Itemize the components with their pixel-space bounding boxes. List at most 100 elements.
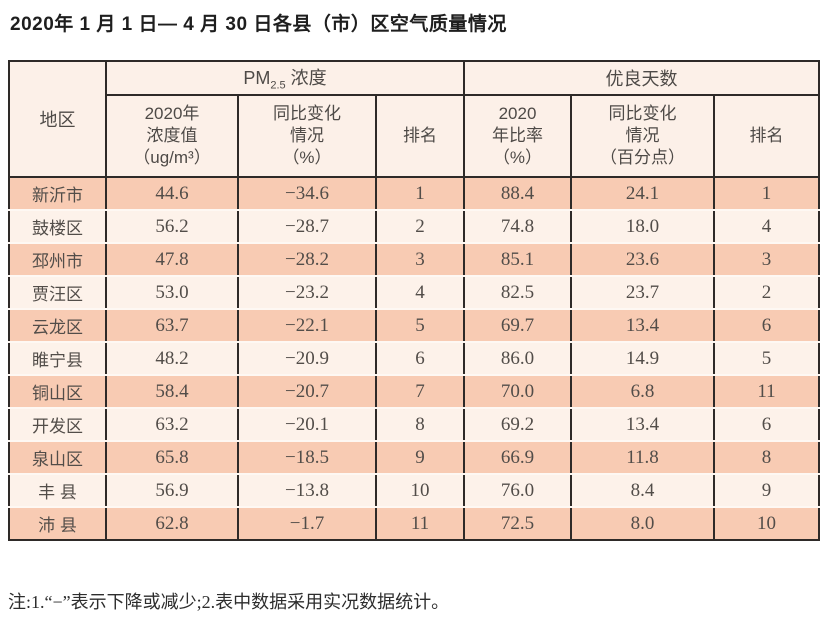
gd-ratio-cell: 69.7	[463, 308, 572, 343]
pm-change-cell: −13.8	[237, 473, 377, 508]
pm25-subscript: 2.5	[270, 79, 286, 92]
header-line: 情况	[290, 125, 324, 145]
table-row: 邳州市 47.8 −28.2 3 85.1 23.6 3	[8, 242, 821, 277]
gd-rank-cell: 5	[712, 341, 821, 376]
pm-rank-cell: 7	[375, 374, 465, 409]
pm-change-cell: −34.6	[237, 177, 377, 211]
header-line: 同比变化	[273, 103, 341, 123]
region-cell: 新沂市	[8, 177, 107, 211]
pm-value-column-header: 2020年 浓度值 （ug/m³）	[105, 94, 239, 178]
header-line: （百分点）	[600, 148, 685, 168]
region-cell: 邳州市	[8, 242, 107, 277]
pm-value-cell: 65.8	[105, 440, 239, 475]
gd-change-cell: 23.7	[570, 275, 715, 310]
gd-change-cell: 18.0	[570, 209, 715, 244]
pm-value-cell: 44.6	[105, 177, 239, 211]
gd-change-column-header: 同比变化 情况 （百分点）	[570, 94, 715, 178]
region-cell: 丰 县	[8, 473, 107, 508]
region-cell: 开发区	[8, 407, 107, 442]
pm-change-column-header: 同比变化 情况 （%）	[237, 94, 377, 178]
table-row: 开发区 63.2 −20.1 8 69.2 13.4 6	[8, 407, 821, 442]
pm-value-cell: 62.8	[105, 506, 239, 541]
pm-value-cell: 53.0	[105, 275, 239, 310]
pm-rank-column-header: 排名	[375, 94, 465, 178]
gd-change-cell: 6.8	[570, 374, 715, 409]
region-cell: 铜山区	[8, 374, 107, 409]
gd-change-cell: 14.9	[570, 341, 715, 376]
pm-value-cell: 56.9	[105, 473, 239, 508]
gd-rank-cell: 9	[712, 473, 821, 508]
header-line: （%）	[492, 148, 543, 168]
air-quality-table: 地区 PM2.5 浓度 优良天数 2020年 浓度值 （ug/m³） 同比变化 …	[8, 60, 821, 541]
region-cell: 贾汪区	[8, 275, 107, 310]
pm-value-cell: 48.2	[105, 341, 239, 376]
pm-change-cell: −28.2	[237, 242, 377, 277]
gd-ratio-cell: 82.5	[463, 275, 572, 310]
region-cell: 睢宁县	[8, 341, 107, 376]
region-cell: 沛 县	[8, 506, 107, 541]
pm-change-cell: −22.1	[237, 308, 377, 343]
region-column-header: 地区	[8, 60, 107, 178]
gd-rank-cell: 6	[712, 407, 821, 442]
pm-change-cell: −1.7	[237, 506, 377, 541]
gd-ratio-cell: 74.8	[463, 209, 572, 244]
header-line: 2020	[498, 103, 537, 123]
pm-change-cell: −18.5	[237, 440, 377, 475]
gd-rank-cell: 10	[712, 506, 821, 541]
gd-change-cell: 8.4	[570, 473, 715, 508]
gd-ratio-cell: 88.4	[463, 177, 572, 211]
pm-rank-cell: 2	[375, 209, 465, 244]
pm25-group-header: PM2.5 浓度	[105, 60, 465, 96]
pm-change-cell: −20.7	[237, 374, 377, 409]
pm-rank-cell: 9	[375, 440, 465, 475]
gd-ratio-cell: 85.1	[463, 242, 572, 277]
gd-rank-cell: 6	[712, 308, 821, 343]
header-line: 同比变化	[608, 103, 677, 123]
pm-rank-cell: 11	[375, 506, 465, 541]
table-row: 鼓楼区 56.2 −28.7 2 74.8 18.0 4	[8, 209, 821, 244]
header-group-row: 地区 PM2.5 浓度 优良天数	[8, 60, 821, 178]
pm-rank-cell: 3	[375, 242, 465, 277]
pm-rank-cell: 6	[375, 341, 465, 376]
header-line: 情况	[625, 125, 660, 145]
gd-change-cell: 24.1	[570, 177, 715, 211]
header-line: （ug/m³）	[133, 148, 211, 168]
gd-change-cell: 23.6	[570, 242, 715, 277]
pm-change-cell: −20.1	[237, 407, 377, 442]
header-line: 2020年	[144, 103, 200, 123]
header-line: 浓度值	[146, 125, 198, 145]
gd-change-cell: 11.8	[570, 440, 715, 475]
pm-rank-cell: 10	[375, 473, 465, 508]
table-row: 新沂市 44.6 −34.6 1 88.4 24.1 1	[8, 177, 821, 211]
pm-rank-cell: 1	[375, 177, 465, 211]
gd-rank-cell: 3	[712, 242, 821, 277]
pm25-prefix: PM	[243, 68, 271, 89]
table-row: 铜山区 58.4 −20.7 7 70.0 6.8 11	[8, 374, 821, 409]
gd-ratio-cell: 86.0	[463, 341, 572, 376]
gd-ratio-cell: 72.5	[463, 506, 572, 541]
gd-change-cell: 8.0	[570, 506, 715, 541]
header-sub-row: 2020年 浓度值 （ug/m³） 同比变化 情况 （%） 排名 2020 年比…	[9, 94, 821, 178]
pm-change-cell: −20.9	[237, 341, 377, 376]
table-row: 泉山区 65.8 −18.5 9 66.9 11.8 8	[8, 440, 821, 475]
gd-rank-cell: 8	[712, 440, 821, 475]
gd-rank-cell: 1	[712, 177, 821, 211]
gd-rank-cell: 4	[712, 209, 821, 244]
pm-value-cell: 63.2	[105, 407, 239, 442]
gd-ratio-cell: 66.9	[463, 440, 572, 475]
table-row: 沛 县 62.8 −1.7 11 72.5 8.0 10	[8, 506, 821, 541]
gd-ratio-cell: 76.0	[463, 473, 572, 508]
region-cell: 云龙区	[8, 308, 107, 343]
pm25-suffix: 浓度	[285, 68, 327, 89]
gd-ratio-column-header: 2020 年比率 （%）	[463, 94, 572, 178]
pm-rank-cell: 5	[375, 308, 465, 343]
table-row: 丰 县 56.9 −13.8 10 76.0 8.4 9	[8, 473, 821, 508]
gd-change-cell: 13.4	[570, 308, 715, 343]
region-cell: 鼓楼区	[8, 209, 107, 244]
gd-rank-cell: 2	[712, 275, 821, 310]
gd-ratio-cell: 70.0	[463, 374, 572, 409]
gd-rank-cell: 11	[712, 374, 821, 409]
gd-rank-column-header: 排名	[712, 94, 821, 178]
table-header: 地区 PM2.5 浓度 优良天数 2020年 浓度值 （ug/m³） 同比变化 …	[8, 60, 821, 178]
